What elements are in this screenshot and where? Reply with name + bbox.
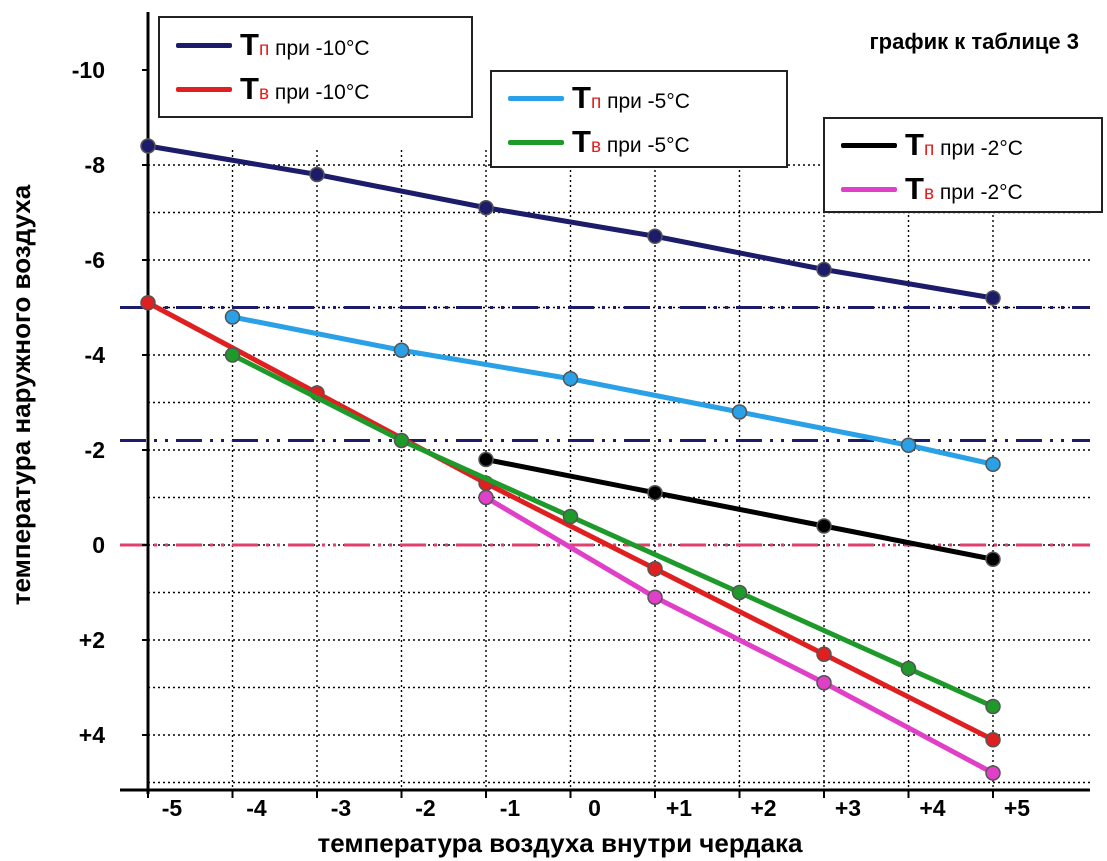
data-point bbox=[226, 348, 240, 362]
data-point bbox=[564, 372, 578, 386]
x-tick-label: 0 bbox=[588, 795, 601, 821]
chart-title: график к таблице 3 bbox=[869, 29, 1079, 55]
legend-label: Тп при -5°C bbox=[572, 80, 690, 116]
y-tick-label: -2 bbox=[85, 437, 105, 463]
data-point bbox=[733, 405, 747, 419]
data-point bbox=[479, 453, 493, 467]
legend-swatch bbox=[508, 96, 564, 101]
data-point bbox=[817, 647, 831, 661]
legend-box-minus-10: Тп при -10°C Тв при -10°C bbox=[158, 16, 473, 118]
data-point bbox=[141, 139, 155, 153]
legend-item: Тп при -2°C bbox=[825, 123, 1101, 167]
x-tick-label: -5 bbox=[162, 795, 183, 821]
data-point bbox=[902, 662, 916, 676]
legend-swatch bbox=[841, 143, 897, 148]
x-axis-title: температура воздуха внутри чердака bbox=[317, 828, 803, 858]
legend-box-minus-5: Тп при -5°C Тв при -5°C bbox=[490, 70, 788, 168]
legend-label-subscript: в bbox=[924, 183, 934, 204]
data-point bbox=[986, 733, 1000, 747]
x-tick-label: +5 bbox=[1004, 795, 1030, 821]
data-point bbox=[226, 310, 240, 324]
legend-label: Тп при -10°C bbox=[240, 27, 370, 63]
legend-item: Тп при -5°C bbox=[492, 76, 786, 120]
data-point bbox=[986, 766, 1000, 780]
y-tick-label: +2 bbox=[79, 627, 105, 653]
data-point bbox=[986, 291, 1000, 305]
legend-label-text: при -5°C bbox=[601, 134, 690, 157]
y-tick-label: +4 bbox=[79, 722, 105, 748]
data-point bbox=[648, 229, 662, 243]
data-point bbox=[817, 519, 831, 533]
legend-label-symbol: Т bbox=[240, 71, 259, 106]
y-tick-label: -6 bbox=[85, 247, 105, 273]
legend-label-subscript: п bbox=[259, 39, 269, 60]
data-point bbox=[648, 562, 662, 576]
data-point bbox=[479, 491, 493, 505]
data-point bbox=[817, 263, 831, 277]
data-point bbox=[986, 552, 1000, 566]
data-point bbox=[986, 700, 1000, 714]
legend-label: Тв при -10°C bbox=[240, 71, 369, 107]
reference-lines bbox=[120, 308, 1090, 546]
legend-label-text: при -5°C bbox=[601, 90, 690, 113]
legend-swatch bbox=[841, 187, 897, 192]
legend-label-symbol: Т bbox=[572, 80, 591, 115]
legend-item: Тв при -10°C bbox=[160, 67, 471, 111]
legend-item: Тп при -10°C bbox=[160, 23, 471, 67]
data-point bbox=[986, 457, 1000, 471]
legend-label: Тв при -2°C bbox=[905, 171, 1023, 207]
y-tick-label: -10 bbox=[72, 57, 105, 83]
legend-item: Тв при -5°C bbox=[492, 120, 786, 164]
legend-label-text: при -2°C bbox=[934, 181, 1023, 204]
legend-label-text: при -10°C bbox=[269, 81, 369, 104]
x-tick-label: +4 bbox=[919, 795, 945, 821]
y-tick-label: -8 bbox=[85, 152, 106, 178]
data-point bbox=[141, 296, 155, 310]
legend-label-subscript: п bbox=[591, 92, 601, 113]
data-point bbox=[395, 343, 409, 357]
data-point bbox=[733, 586, 747, 600]
legend-item: Тв при -2°C bbox=[825, 167, 1101, 211]
data-point bbox=[648, 590, 662, 604]
data-point bbox=[310, 168, 324, 182]
legend-label-text: при -2°C bbox=[934, 137, 1023, 160]
legend-label-text: при -10°C bbox=[269, 37, 369, 60]
x-tick-label: +1 bbox=[666, 795, 692, 821]
x-tick-label: +3 bbox=[835, 795, 861, 821]
y-tick-label: 0 bbox=[92, 532, 105, 558]
legend-label: Тп при -2°C bbox=[905, 127, 1023, 163]
data-point bbox=[648, 486, 662, 500]
legend-swatch bbox=[508, 140, 564, 145]
legend-label-symbol: Т bbox=[905, 127, 924, 162]
x-tick-label: -1 bbox=[500, 795, 521, 821]
data-point bbox=[395, 434, 409, 448]
y-axis-title: температура наружного воздуха bbox=[6, 184, 36, 605]
legend-label: Тв при -5°C bbox=[572, 124, 690, 160]
legend-label-symbol: Т bbox=[240, 27, 259, 62]
x-tick-label: -3 bbox=[331, 795, 351, 821]
legend-label-symbol: Т bbox=[572, 124, 591, 159]
legend-box-minus-2: Тп при -2°C Тв при -2°C bbox=[823, 117, 1103, 213]
data-point bbox=[564, 510, 578, 524]
x-tick-label: +2 bbox=[750, 795, 776, 821]
data-point bbox=[479, 201, 493, 215]
legend-label-subscript: в bbox=[591, 136, 601, 157]
data-point bbox=[902, 438, 916, 452]
legend-swatch bbox=[176, 87, 232, 92]
x-tick-label: -4 bbox=[246, 795, 267, 821]
legend-label-subscript: п bbox=[924, 139, 934, 160]
x-tick-label: -2 bbox=[415, 795, 435, 821]
legend-swatch bbox=[176, 43, 232, 48]
legend-label-symbol: Т bbox=[905, 171, 924, 206]
legend-label-subscript: в bbox=[259, 83, 269, 104]
grid bbox=[148, 150, 1090, 790]
series-line-3 bbox=[233, 317, 994, 464]
y-tick-label: -4 bbox=[85, 342, 106, 368]
data-point bbox=[817, 676, 831, 690]
